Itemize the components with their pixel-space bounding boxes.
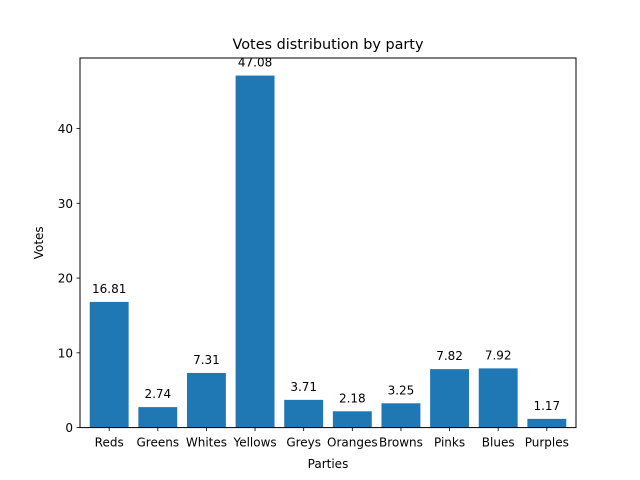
x-tick-label-greys: Greys <box>286 436 321 450</box>
y-tick-label-30: 30 <box>58 197 73 211</box>
x-axis-label: Parties <box>308 457 349 471</box>
x-tick-label-greens: Greens <box>137 436 180 450</box>
bars-group <box>89 75 567 428</box>
value-label-blues: 7.92 <box>485 348 512 362</box>
x-tick-label-whites: Whites <box>186 436 227 450</box>
value-label-purples: 1.17 <box>533 399 560 413</box>
x-axis: Reds Greens Whites Yellows Greys Oranges Brown… <box>95 427 569 450</box>
bar-greys <box>284 399 324 428</box>
x-tick-label-blues: Blues <box>482 436 515 450</box>
y-tick-label-0: 0 <box>65 421 73 435</box>
x-tick-label-pinks: Pinks <box>434 436 465 450</box>
value-label-greens: 2.74 <box>144 387 171 401</box>
bar-whites <box>186 372 226 428</box>
bar-yellows <box>235 75 275 428</box>
value-labels-group: 16.81 2.74 7.31 47.08 3.71 2.18 3.25 7.82 7.92 1.… <box>92 56 560 413</box>
x-tick-label-reds: Reds <box>95 436 124 450</box>
value-label-reds: 16.81 <box>92 282 126 296</box>
bar-oranges <box>332 411 372 428</box>
chart-title: Votes distribution by party <box>233 37 424 53</box>
bar-greens <box>138 407 178 428</box>
x-tick-label-yellows: Yellows <box>232 436 276 450</box>
value-label-yellows: 47.08 <box>238 56 272 70</box>
plot-frame <box>79 57 577 429</box>
value-label-greys: 3.71 <box>290 380 317 394</box>
value-label-oranges: 2.18 <box>339 391 366 405</box>
bar-reds <box>89 301 129 428</box>
value-label-pinks: 7.82 <box>436 349 463 363</box>
bar-pinks <box>430 369 470 428</box>
bar-blues <box>478 368 518 428</box>
x-tick-label-browns: Browns <box>379 436 423 450</box>
x-tick-label-purples: Purples <box>525 436 569 450</box>
value-label-browns: 3.25 <box>388 383 415 397</box>
value-label-whites: 7.31 <box>193 353 220 367</box>
y-axis-label: Votes <box>32 226 46 259</box>
bar-purples <box>527 418 567 428</box>
y-tick-label-10: 10 <box>58 346 73 360</box>
y-tick-label-20: 20 <box>58 272 73 286</box>
x-tick-label-oranges: Oranges <box>327 436 378 450</box>
bar-browns <box>381 403 421 428</box>
y-tick-label-40: 40 <box>58 122 73 136</box>
y-axis: 0 10 20 30 40 <box>58 122 80 435</box>
